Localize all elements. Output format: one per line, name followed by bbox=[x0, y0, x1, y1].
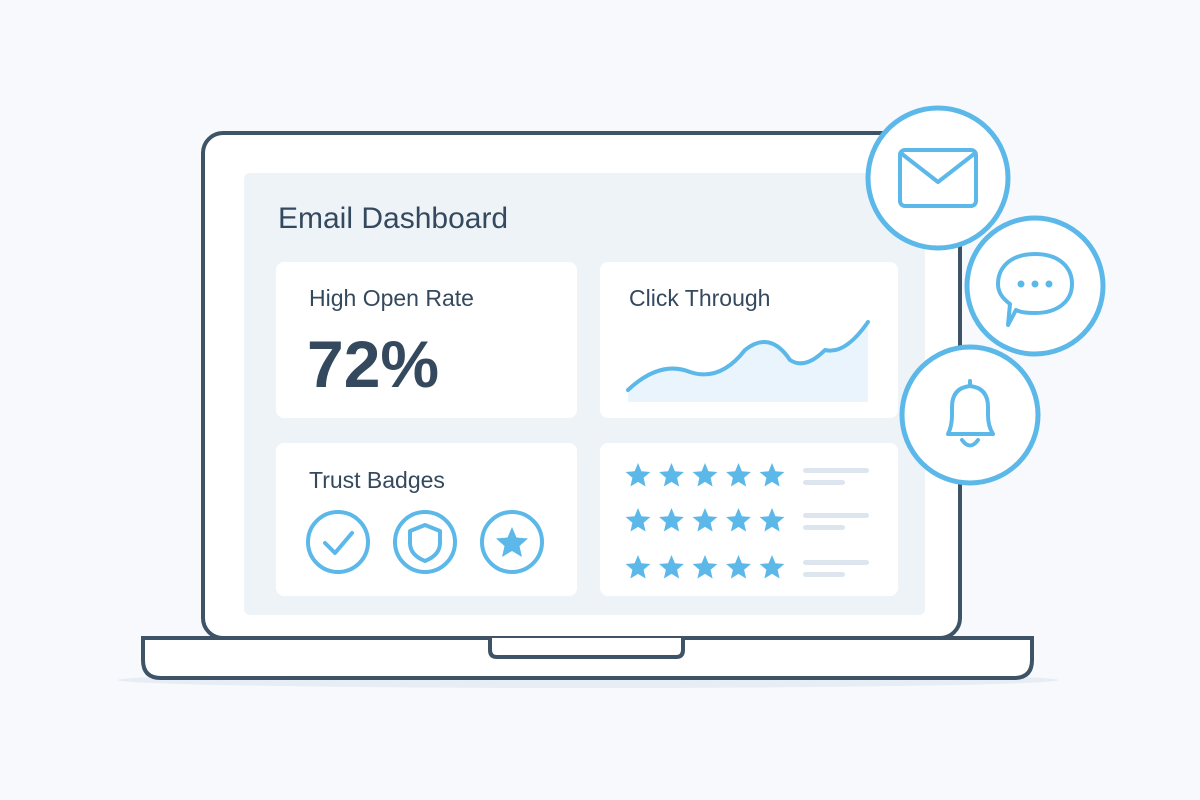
rating-star bbox=[625, 508, 651, 532]
rating-star bbox=[726, 508, 751, 532]
card-title: Click Through bbox=[629, 285, 770, 311]
rating-star bbox=[659, 463, 684, 487]
badge-check bbox=[306, 510, 370, 574]
text-placeholder bbox=[803, 560, 869, 565]
text-placeholder bbox=[803, 525, 845, 530]
rating-star bbox=[692, 555, 718, 579]
sparkline bbox=[626, 320, 870, 392]
badge-shield bbox=[393, 510, 457, 574]
text-placeholder bbox=[803, 572, 845, 577]
rating-star bbox=[759, 555, 785, 579]
rating-star bbox=[726, 463, 751, 487]
mail-icon[interactable] bbox=[865, 105, 1011, 251]
rating-star bbox=[625, 555, 651, 579]
card bbox=[276, 262, 577, 418]
text-placeholder bbox=[803, 468, 869, 473]
text-placeholder bbox=[803, 513, 869, 518]
chat-icon[interactable] bbox=[964, 215, 1106, 357]
sparkline-area bbox=[628, 322, 868, 402]
ratings bbox=[625, 463, 869, 579]
text-placeholder bbox=[803, 480, 845, 485]
rating-star bbox=[759, 463, 785, 487]
rating-star bbox=[726, 555, 751, 579]
card-title: High Open Rate bbox=[309, 285, 474, 311]
laptop-notch bbox=[488, 638, 685, 659]
rating-star bbox=[759, 508, 785, 532]
card bbox=[276, 443, 577, 596]
metric-value: 72% bbox=[307, 327, 439, 401]
rating-star bbox=[625, 463, 651, 487]
rating-star bbox=[692, 463, 718, 487]
rating-star bbox=[659, 508, 684, 532]
badge-star bbox=[480, 510, 544, 574]
rating-star bbox=[692, 508, 718, 532]
bell-icon[interactable] bbox=[899, 344, 1041, 486]
card-title: Trust Badges bbox=[309, 467, 445, 493]
dashboard-title: Email Dashboard bbox=[278, 202, 508, 235]
rating-star bbox=[659, 555, 684, 579]
